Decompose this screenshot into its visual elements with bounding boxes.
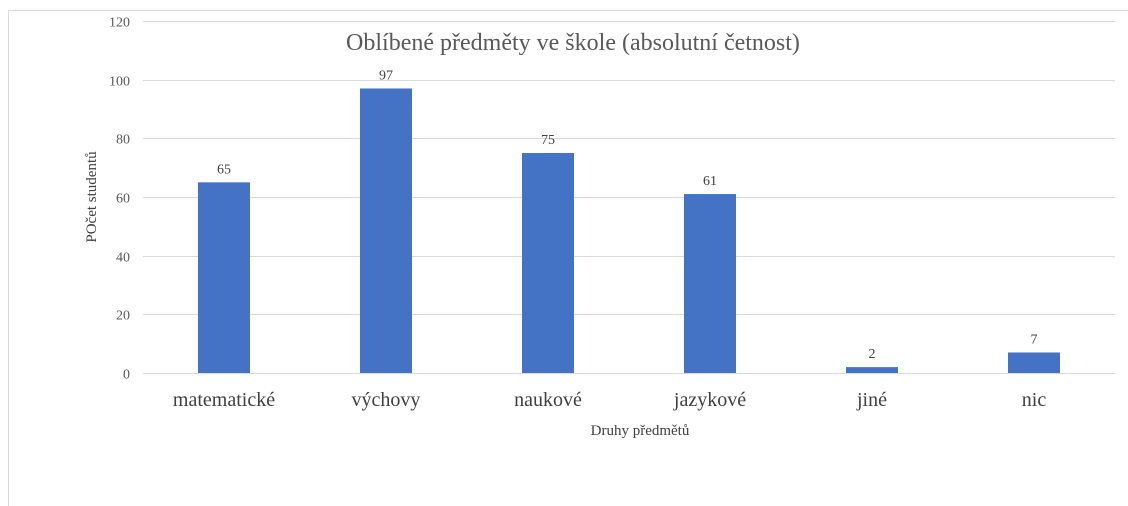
y-axis-ticks: 0 20 40 60 80 100 120 xyxy=(109,16,130,383)
bar-value-label: 97 xyxy=(379,68,393,83)
category-label: naukové xyxy=(514,389,582,411)
bars xyxy=(198,88,1060,373)
y-tick-label: 80 xyxy=(116,133,130,148)
category-label: matematické xyxy=(173,389,275,411)
category-label: nic xyxy=(1022,389,1047,411)
bar-value-label: 61 xyxy=(703,174,717,189)
gridlines xyxy=(143,21,1115,374)
y-tick-label: 100 xyxy=(109,75,130,90)
y-tick-label: 60 xyxy=(116,192,130,207)
bar-value-label: 7 xyxy=(1031,332,1038,347)
x-axis-label: Druhy předmětů xyxy=(591,423,690,439)
bar xyxy=(684,194,736,373)
bar xyxy=(360,88,412,373)
bar-value-label: 2 xyxy=(869,347,876,362)
y-tick-label: 40 xyxy=(116,251,130,266)
bar xyxy=(846,367,898,373)
y-tick-label: 20 xyxy=(116,309,130,324)
y-tick-label: 120 xyxy=(109,16,130,31)
data-labels: 65 97 75 61 2 7 xyxy=(217,68,1038,362)
category-label: jiné xyxy=(856,389,887,411)
category-label: výchovy xyxy=(352,389,421,411)
chart-title: Oblíbené předměty ve škole (absolutní če… xyxy=(346,30,800,56)
bar xyxy=(198,182,250,373)
bar-value-label: 75 xyxy=(541,133,555,148)
category-label: jazykové xyxy=(673,389,746,411)
x-axis-categories: matematické výchovy naukové jazykové jiné nic xyxy=(173,389,1046,411)
bar xyxy=(1008,352,1060,373)
bar-value-label: 65 xyxy=(217,162,231,177)
y-tick-label: 0 xyxy=(123,368,130,383)
chart-frame xyxy=(8,10,1128,506)
bar xyxy=(522,153,574,373)
y-axis-label: POčet studentů xyxy=(84,151,100,243)
